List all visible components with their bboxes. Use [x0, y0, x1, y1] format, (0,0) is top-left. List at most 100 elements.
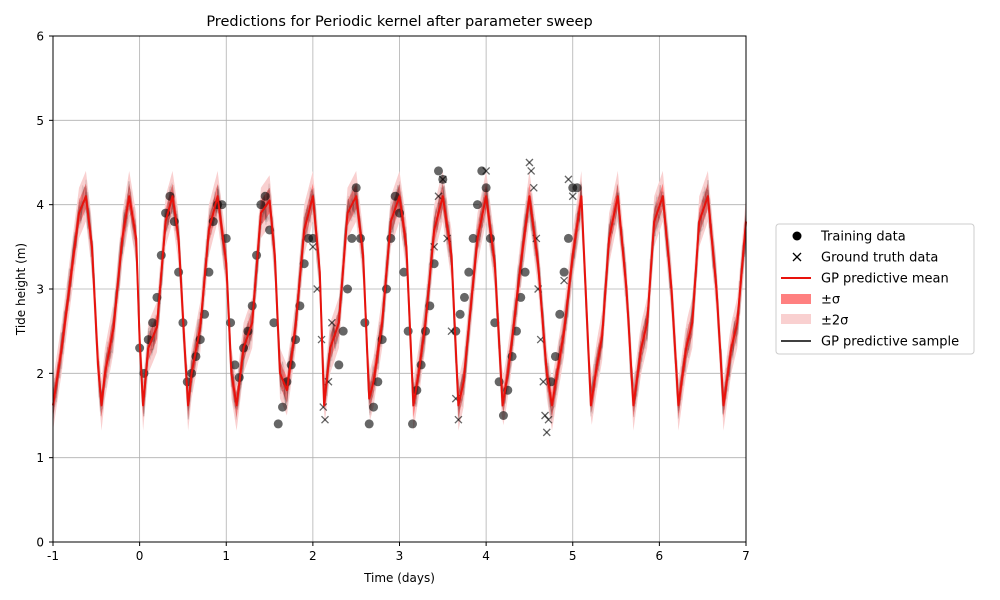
ground-truth-stroke — [539, 377, 548, 386]
ground-truth-point — [564, 175, 573, 184]
legend-box — [775, 223, 975, 355]
training-point — [347, 233, 357, 243]
training-point — [498, 411, 508, 420]
training-point — [472, 200, 482, 210]
training-point — [468, 233, 478, 243]
training-point — [256, 200, 266, 210]
x-tick-label: 1 — [222, 549, 230, 563]
x-tick-label: 2 — [309, 549, 317, 563]
ground-truth-point — [525, 158, 534, 167]
ground-truth-stroke — [327, 318, 336, 327]
legend: Training data Ground truth data GP predi… — [775, 223, 975, 355]
ground-truth-point — [319, 403, 328, 412]
y-tick-label: 5 — [36, 114, 44, 128]
ground-truth-stroke — [527, 166, 536, 175]
training-point — [382, 284, 392, 294]
x-tick-label: 5 — [569, 549, 577, 563]
legend-training-marker — [792, 231, 802, 241]
ground-truth-stroke — [544, 415, 553, 424]
sigma2-band — [53, 170, 746, 431]
training-point — [516, 292, 526, 302]
training-point — [438, 174, 448, 184]
training-point — [226, 318, 236, 328]
ground-truth-point — [529, 183, 538, 192]
training-point — [455, 309, 465, 319]
legend-label-sigma2: ±2σ — [821, 314, 848, 329]
x-tick-label: 3 — [396, 549, 404, 563]
training-point — [360, 318, 370, 328]
y-tick-label: 2 — [36, 367, 44, 381]
training-point — [407, 419, 417, 429]
x-axis-title: Time (days) — [363, 571, 435, 585]
legend-sigma2-patch — [781, 314, 811, 324]
ground-truth-stroke — [321, 415, 329, 424]
ground-truth-stroke — [560, 276, 569, 285]
ground-truth-point — [321, 415, 329, 424]
y-tick-label: 4 — [36, 198, 44, 212]
ground-truth-point — [327, 318, 336, 327]
training-point — [550, 351, 560, 361]
legend-label-mean: GP predictive mean — [821, 272, 949, 287]
y-tick-label: 3 — [36, 283, 44, 297]
legend-ground-truth-marker — [792, 252, 802, 262]
training-point — [308, 233, 318, 243]
ground-truth-point — [454, 415, 463, 424]
mean-line — [52, 195, 747, 407]
ground-truth-point — [527, 166, 536, 175]
training-point — [148, 318, 158, 328]
y-axis-title: Tide height (m) — [14, 243, 28, 336]
ground-truth-stroke — [454, 415, 463, 424]
training-point — [563, 233, 573, 243]
training-point — [572, 183, 582, 193]
training-point — [338, 326, 348, 336]
training-point — [399, 267, 409, 277]
legend-sigma1-patch — [781, 294, 811, 304]
training-point — [230, 360, 240, 370]
training-point — [364, 419, 374, 429]
sigma2-band-area — [53, 170, 746, 431]
training-point — [204, 267, 214, 277]
ground-truth-stroke — [564, 175, 573, 184]
training-point — [390, 191, 400, 201]
training-point — [247, 301, 257, 311]
ground-truth-point — [434, 192, 443, 201]
training-point — [464, 267, 474, 277]
x-tick-label: 7 — [742, 549, 750, 563]
mean-line-path — [52, 195, 747, 407]
ground-truth-point — [568, 192, 577, 201]
y-tick-label: 1 — [36, 451, 44, 465]
x-tick-label: -1 — [47, 549, 59, 563]
training-point — [459, 292, 469, 302]
x-tick-label: 6 — [656, 549, 664, 563]
ground-truth-stroke — [319, 403, 328, 412]
y-tick-label: 0 — [36, 536, 44, 550]
ground-truth-stroke — [532, 234, 541, 243]
training-point — [403, 326, 413, 336]
ground-truth-stroke — [525, 158, 534, 167]
y-tick-label: 6 — [36, 30, 44, 44]
training-point — [369, 402, 379, 412]
training-point — [269, 318, 279, 328]
ground-truth-stroke — [541, 411, 549, 420]
training-point — [343, 284, 353, 294]
training-point — [334, 360, 344, 370]
training-point — [433, 166, 443, 176]
training-point — [386, 233, 396, 243]
legend-label-sample: GP predictive sample — [821, 335, 959, 350]
chart-title: Predictions for Periodic kernel after pa… — [206, 14, 592, 30]
training-point — [520, 267, 530, 277]
ground-truth-point — [544, 415, 553, 424]
ground-truth-point — [560, 276, 569, 285]
ground-truth-point — [308, 242, 317, 251]
training-point — [278, 402, 288, 412]
training-point — [555, 309, 565, 319]
ground-truth-stroke — [529, 183, 538, 192]
legend-label-ground-truth: Ground truth data — [821, 251, 938, 266]
legend-label-training: Training data — [820, 230, 906, 245]
ground-truth-point — [542, 428, 551, 437]
ground-truth-stroke — [434, 192, 443, 201]
training-point — [351, 183, 361, 193]
training-point — [559, 267, 569, 277]
training-point — [174, 267, 184, 277]
